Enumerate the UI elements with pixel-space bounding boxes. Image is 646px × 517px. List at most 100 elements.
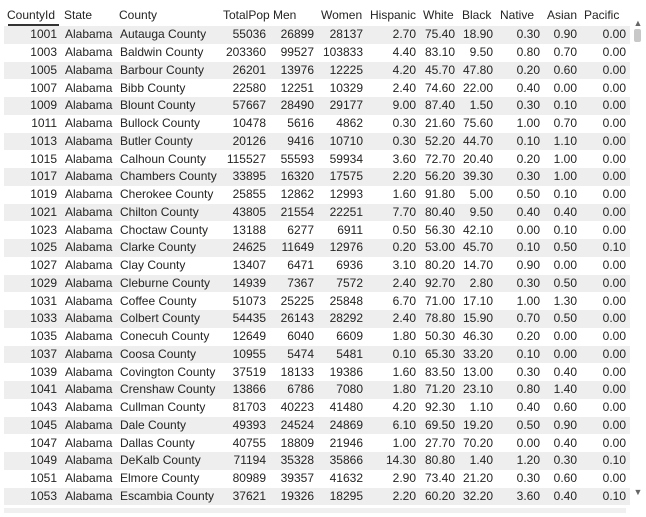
table-row[interactable]: 1051 Alabama Elmore County 80989 39357 41632 2… <box>4 469 630 488</box>
cell-totalpop: 43805 <box>220 203 270 222</box>
cell-white: 83.10 <box>420 43 459 62</box>
cell-white: 80.20 <box>420 256 459 275</box>
table-row[interactable]: 1017 Alabama Chambers County 33895 16320 1757… <box>4 168 630 186</box>
cell-black: 1.50 <box>459 97 497 115</box>
cell-county: Bibb County <box>116 79 220 97</box>
table-row[interactable]: 1037 Alabama Coosa County 10955 5474 5481 0.10… <box>4 345 630 364</box>
cell-men: 6277 <box>270 221 318 239</box>
cell-asian: 0.10 <box>544 221 581 239</box>
cell-pacific: 0.00 <box>581 97 630 115</box>
column-header-totalpop[interactable]: TotalPop <box>223 7 270 22</box>
table-row[interactable]: 1009 Alabama Blount County 57667 28490 29177 9… <box>4 97 630 115</box>
cell-native: 0.90 <box>497 256 544 275</box>
scrollbar-thumb[interactable] <box>634 29 641 42</box>
cell-state: Alabama <box>61 150 116 168</box>
cell-state: Alabama <box>61 26 116 44</box>
table-row[interactable]: 1019 Alabama Cherokee County 25855 12862 1299… <box>4 185 630 204</box>
table-row[interactable]: 1041 Alabama Crenshaw County 13866 6786 7080 1… <box>4 381 630 399</box>
table-row[interactable]: 1005 Alabama Barbour County 26201 13976 12225… <box>4 61 630 80</box>
column-header-state[interactable]: State <box>64 7 93 22</box>
table-row[interactable]: 1053 Alabama Escambia County 37621 19326 1829… <box>4 487 630 506</box>
vertical-scrollbar[interactable] <box>632 23 644 509</box>
cell-countyid: 1049 <box>4 452 61 470</box>
column-header-hispanic[interactable]: Hispanic <box>370 7 417 22</box>
cell-county: Coffee County <box>116 292 220 310</box>
cell-totalpop: 37621 <box>220 487 270 506</box>
table-row[interactable]: 1029 Alabama Cleburne County 14939 7367 7572 2… <box>4 274 630 293</box>
cell-black: 2.80 <box>459 274 497 293</box>
column-header-white[interactable]: White <box>423 7 454 22</box>
cell-men: 19326 <box>270 487 318 506</box>
table-row[interactable]: 1001 Alabama Autauga County 55036 26899 28137… <box>4 26 630 44</box>
cell-asian: 0.00 <box>544 79 581 97</box>
cell-hispanic: 6.10 <box>367 416 420 435</box>
cell-totalpop: 80989 <box>220 469 270 488</box>
cell-pacific: 0.00 <box>581 168 630 186</box>
cell-men: 6040 <box>270 327 318 346</box>
table-row[interactable]: 1043 Alabama Cullman County 81703 40223 41480… <box>4 398 630 417</box>
cell-state: Alabama <box>61 79 116 97</box>
scroll-down-arrow-icon[interactable]: ▼ <box>633 487 643 497</box>
cell-women: 41480 <box>318 398 367 417</box>
column-header-men[interactable]: Men <box>273 7 297 22</box>
table-row[interactable]: 1021 Alabama Chilton County 43805 21554 22251… <box>4 203 630 222</box>
cell-countyid: 1051 <box>4 469 61 488</box>
cell-state: Alabama <box>61 43 116 62</box>
cell-hispanic: 2.20 <box>367 168 420 186</box>
column-header-county[interactable]: County <box>119 7 158 22</box>
cell-totalpop: 51073 <box>220 292 270 310</box>
column-header-native[interactable]: Native <box>500 7 535 22</box>
table-row[interactable]: 1013 Alabama Butler County 20126 9416 10710 0.… <box>4 132 630 151</box>
cell-totalpop: 12649 <box>220 327 270 346</box>
cell-white: 78.80 <box>420 310 459 328</box>
table-row[interactable]: 1011 Alabama Bullock County 10478 5616 4862 0.… <box>4 114 630 133</box>
cell-pacific: 0.00 <box>581 327 630 346</box>
table-row[interactable]: 1007 Alabama Bibb County 22580 12251 10329 2.4… <box>4 79 630 97</box>
table-row[interactable]: 1035 Alabama Conecuh County 12649 6040 6609 1.… <box>4 327 630 346</box>
cell-white: 69.50 <box>420 416 459 435</box>
cell-women: 41632 <box>318 469 367 488</box>
cell-black: 42.10 <box>459 221 497 239</box>
cell-totalpop: 49393 <box>220 416 270 435</box>
cell-women: 35866 <box>318 452 367 470</box>
cell-white: 91.80 <box>420 185 459 204</box>
table-row[interactable]: 1049 Alabama DeKalb County 71194 35328 35866 1… <box>4 452 630 470</box>
cell-totalpop: 10955 <box>220 345 270 364</box>
table-row[interactable]: 1033 Alabama Colbert County 54435 26143 28292… <box>4 310 630 328</box>
cell-pacific: 0.00 <box>581 310 630 328</box>
scroll-up-arrow-icon[interactable]: ▲ <box>633 18 643 28</box>
table-row[interactable]: 1047 Alabama Dallas County 40755 18809 21946 1… <box>4 434 630 452</box>
cell-asian: 0.50 <box>544 274 581 293</box>
cell-pacific: 0.00 <box>581 398 630 417</box>
column-header-pacific[interactable]: Pacific <box>584 7 620 22</box>
horizontal-scrollbar[interactable] <box>4 508 626 513</box>
column-header-asian[interactable]: Asian <box>547 7 578 22</box>
cell-county: Blount County <box>116 97 220 115</box>
column-header-countyid[interactable]: CountyId <box>4 3 61 26</box>
cell-countyid: 1045 <box>4 416 61 435</box>
column-header-women[interactable]: Women <box>321 7 363 22</box>
cell-black: 70.20 <box>459 434 497 452</box>
column-header-black[interactable]: Black <box>462 7 492 22</box>
cell-men: 12251 <box>270 79 318 97</box>
table-row[interactable]: 1015 Alabama Calhoun County 115527 55593 5993… <box>4 150 630 168</box>
cell-men: 26143 <box>270 310 318 328</box>
table-row[interactable]: 1039 Alabama Covington County 37519 18133 193… <box>4 363 630 381</box>
table-row[interactable]: 1023 Alabama Choctaw County 13188 6277 6911 0.… <box>4 221 630 239</box>
cell-state: Alabama <box>61 292 116 310</box>
cell-asian: 0.00 <box>544 327 581 346</box>
table-row[interactable]: 1045 Alabama Dale County 49393 24524 24869 6.1… <box>4 416 630 435</box>
cell-native: 0.40 <box>497 398 544 417</box>
table-row[interactable]: 1003 Alabama Baldwin County 203360 99527 1038… <box>4 43 630 62</box>
cell-black: 39.30 <box>459 168 497 186</box>
cell-men: 6471 <box>270 256 318 275</box>
table-row[interactable]: 1031 Alabama Coffee County 51073 25225 25848 6… <box>4 292 630 310</box>
cell-black: 9.50 <box>459 43 497 62</box>
cell-hispanic: 0.30 <box>367 114 420 133</box>
table-row[interactable]: 1025 Alabama Clarke County 24625 11649 12976 0… <box>4 239 630 257</box>
table-row[interactable]: 1027 Alabama Clay County 13407 6471 6936 3.10 8… <box>4 256 630 275</box>
table-body: 1001 Alabama Autauga County 55036 26899 28137… <box>4 26 630 506</box>
cell-county: Cherokee County <box>116 185 220 204</box>
cell-asian: 0.40 <box>544 487 581 506</box>
cell-totalpop: 22580 <box>220 79 270 97</box>
